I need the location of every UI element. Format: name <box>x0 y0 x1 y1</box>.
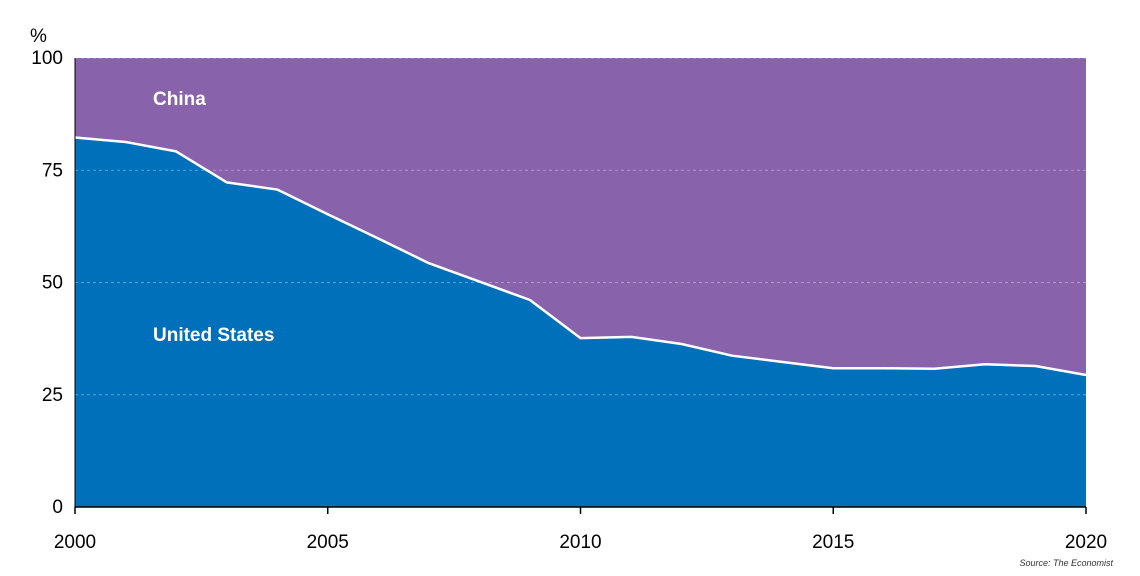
area-china <box>75 58 1086 375</box>
x-tick-label-2020: 2020 <box>1065 532 1107 553</box>
series-label-united-states: United States <box>153 325 274 346</box>
y-tick-label-0: 0 <box>52 497 63 518</box>
y-tick-labels: 0 25 50 75 100 <box>31 48 63 518</box>
series-label-china: China <box>153 89 206 110</box>
y-tick-label-100: 100 <box>31 48 63 69</box>
x-tick-label-2005: 2005 <box>307 532 349 553</box>
y-axis-unit-label: % <box>30 26 47 47</box>
boundary-line-united-states <box>74 136 1087 377</box>
area-layer <box>75 58 1086 507</box>
gridline-layer <box>75 57 1086 396</box>
x-tick-label-2000: 2000 <box>54 532 96 553</box>
area-united-states <box>75 137 1086 507</box>
x-tick-labels: 2000 2005 2010 2015 2020 <box>54 532 1107 553</box>
y-tick-label-50: 50 <box>42 273 63 294</box>
x-tick-marks <box>74 507 1087 514</box>
source-note: Source: The Economist <box>1019 558 1113 568</box>
y-tick-label-25: 25 <box>42 385 63 406</box>
x-tick-label-2010: 2010 <box>559 532 601 553</box>
x-tick-label-2015: 2015 <box>812 532 854 553</box>
y-tick-label-75: 75 <box>42 160 63 181</box>
boundary-line-layer <box>74 136 1087 377</box>
